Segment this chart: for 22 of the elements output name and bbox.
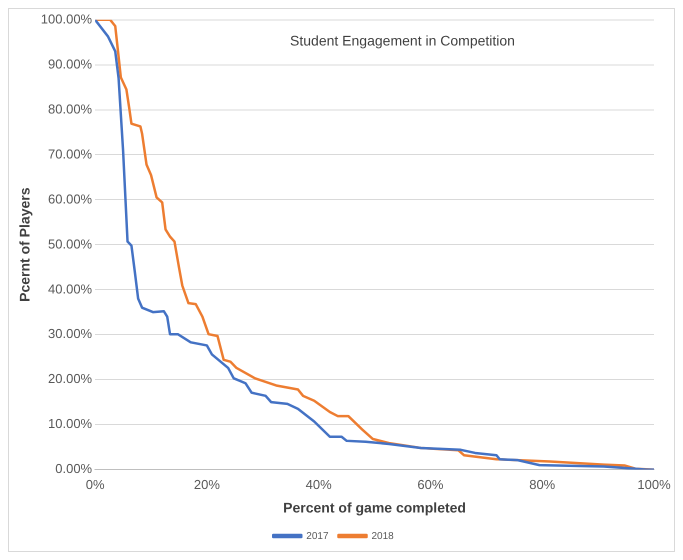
- y-tick-label: 50.00%: [48, 236, 93, 252]
- y-tick-label: 0.00%: [55, 461, 93, 476]
- text: Student Engagement in Competition: [290, 32, 515, 49]
- y-tick-label: 10.00%: [48, 416, 93, 432]
- legend-label: 2017: [306, 530, 329, 542]
- y-tick-label: 20.00%: [48, 371, 93, 386]
- y-tick-label: 30.00%: [48, 326, 93, 342]
- y-tick-label: 80.00%: [48, 101, 93, 116]
- x-tick-label: 100%: [637, 476, 672, 492]
- x-tick-label: 80%: [529, 476, 556, 492]
- y-tick-label: 40.00%: [48, 281, 93, 296]
- y-tick-label: 60.00%: [48, 191, 93, 206]
- y-tick-label: 90.00%: [48, 56, 93, 72]
- x-axis-title: Percent of game completed: [283, 499, 466, 516]
- x-tick-label: 40%: [306, 476, 332, 492]
- y-tick-label: 100.00%: [40, 11, 93, 26]
- x-tick-label: 20%: [194, 476, 220, 492]
- legend-label: 2018: [372, 530, 394, 542]
- y-axis-title: Pcernt of Players: [16, 187, 32, 302]
- y-tick-label: 70.00%: [48, 146, 93, 162]
- x-tick-label: 0%: [86, 476, 105, 492]
- x-tick-label: 60%: [417, 476, 444, 492]
